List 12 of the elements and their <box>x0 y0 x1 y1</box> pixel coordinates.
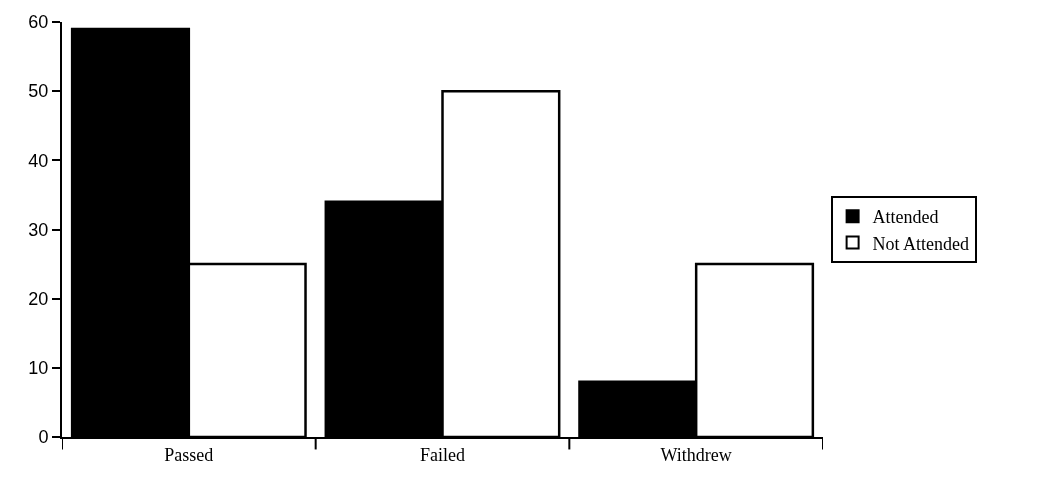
legend-label: Not Attended <box>872 233 970 254</box>
legend-label: Attended <box>872 207 939 228</box>
x-tick-label: Failed <box>420 444 465 465</box>
y-tick-label: 10 <box>28 358 49 379</box>
y-tick-label: 40 <box>28 150 49 171</box>
x-tick-label: Passed <box>164 444 214 465</box>
y-tick-label: 60 <box>28 12 49 33</box>
y-tick-label: 30 <box>28 219 49 240</box>
x-tick-label: Withdrew <box>660 444 732 465</box>
y-tick-label: 0 <box>38 427 49 448</box>
y-tick-label: 20 <box>28 288 49 309</box>
y-tick-label: 50 <box>28 81 49 102</box>
